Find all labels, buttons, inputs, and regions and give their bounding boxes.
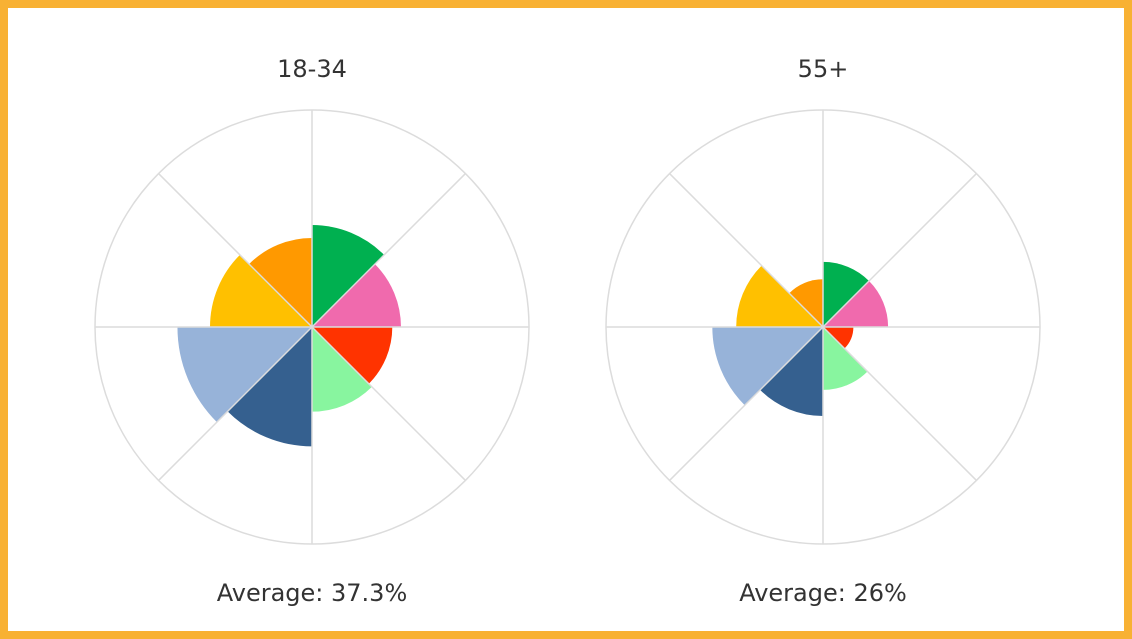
sector <box>210 254 312 327</box>
sector <box>312 225 385 327</box>
sector <box>312 327 372 412</box>
sector <box>823 261 870 327</box>
sector <box>312 327 393 384</box>
spoke <box>311 173 466 328</box>
sector <box>823 327 854 349</box>
sector <box>227 327 312 447</box>
spoke <box>311 326 466 481</box>
spoke <box>822 326 977 481</box>
spoke <box>669 173 824 328</box>
spoke <box>822 173 977 328</box>
average-label: Average: 26% <box>739 579 907 607</box>
average-label: Average: 37.3% <box>217 579 408 607</box>
sector <box>823 327 868 390</box>
sector <box>736 265 823 327</box>
sector <box>249 238 312 327</box>
spoke <box>158 173 313 328</box>
chart-title: 55+ <box>798 55 849 83</box>
sector <box>312 264 401 327</box>
sector <box>177 327 312 423</box>
spoke <box>669 326 824 481</box>
sector <box>712 327 823 406</box>
spoke <box>158 326 313 481</box>
sector <box>789 279 823 327</box>
chart-title: 18-34 <box>277 55 347 83</box>
sector <box>823 280 889 327</box>
sector <box>760 327 823 416</box>
